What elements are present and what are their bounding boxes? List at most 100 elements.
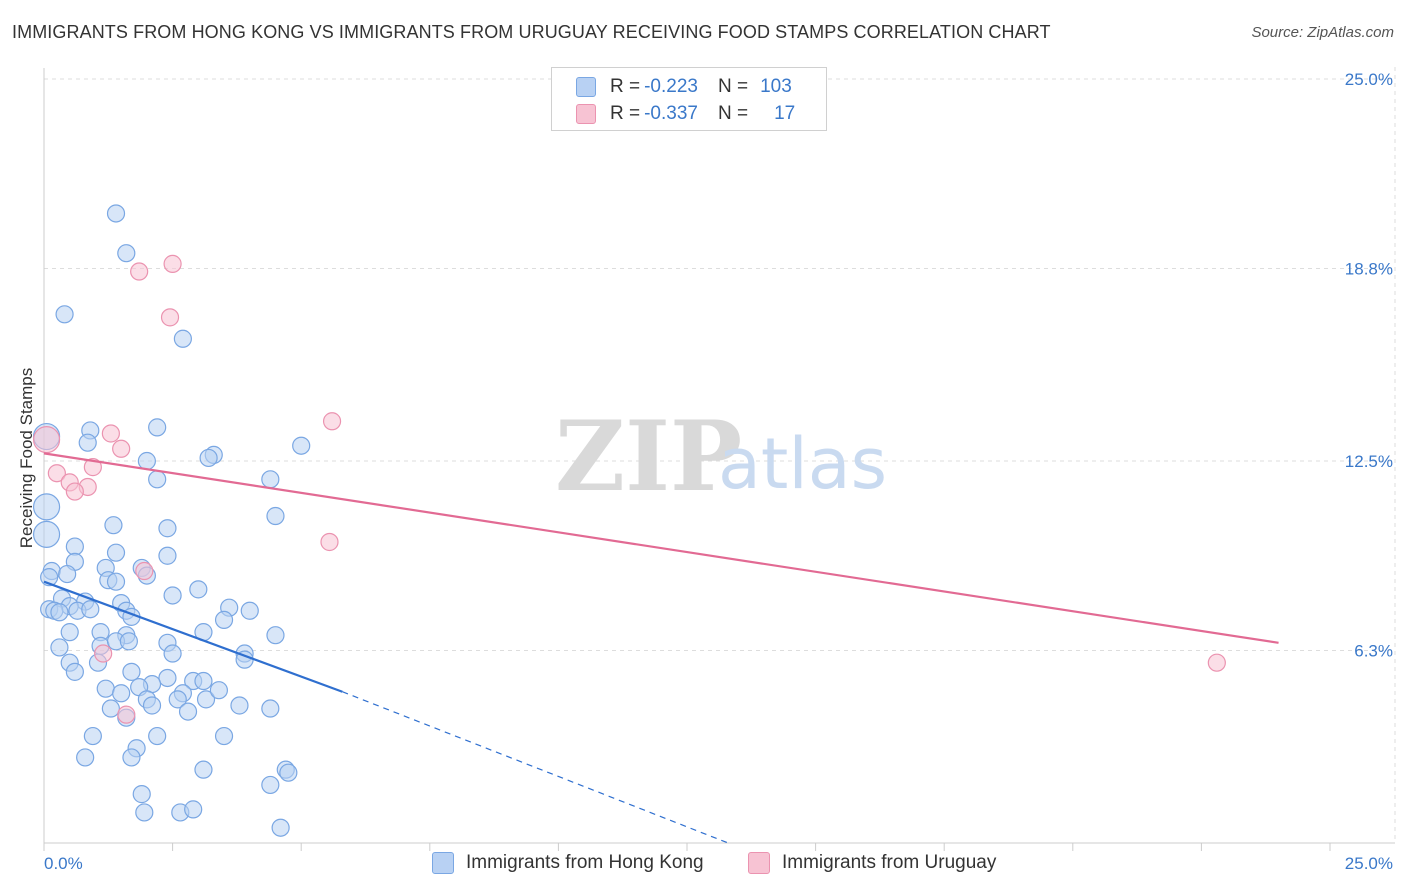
y-tick-label: 18.8% xyxy=(1345,259,1393,278)
trend-line-uruguay xyxy=(43,452,1279,644)
x-tick-label: 25.0% xyxy=(1345,854,1393,873)
point-hong-kong xyxy=(189,580,208,599)
series-legend: Immigrants from Hong Kong Immigrants fro… xyxy=(0,852,1406,878)
point-hong-kong xyxy=(279,763,298,782)
point-hong-kong xyxy=(96,679,115,698)
point-hong-kong xyxy=(117,244,136,263)
point-hong-kong xyxy=(266,506,285,526)
legend-r-value: -0.337 xyxy=(644,103,698,124)
point-uruguay xyxy=(322,412,342,431)
trend-line-hong-kong-extrapolated xyxy=(342,691,729,844)
point-hong-kong xyxy=(158,546,177,565)
point-hong-kong xyxy=(78,433,97,452)
watermark-zip: ZIP xyxy=(555,400,742,513)
point-hong-kong xyxy=(271,818,290,837)
point-hong-kong xyxy=(76,748,95,767)
point-hong-kong xyxy=(137,451,156,471)
point-uruguay xyxy=(117,705,136,724)
point-hong-kong xyxy=(112,684,131,703)
legend-label: Immigrants from Uruguay xyxy=(782,852,997,873)
point-hong-kong xyxy=(148,470,167,489)
source-label: Source: ZipAtlas.com xyxy=(1251,24,1394,41)
legend-n-value: 103 xyxy=(760,76,792,97)
legend-n-label: N = xyxy=(717,76,749,97)
point-hong-kong xyxy=(106,204,126,223)
point-uruguay xyxy=(160,308,180,327)
point-hong-kong xyxy=(106,572,126,591)
legend-label: Immigrants from Hong Kong xyxy=(466,852,704,873)
point-uruguay xyxy=(83,458,102,477)
point-hong-kong xyxy=(148,418,167,437)
point-uruguay xyxy=(94,644,113,663)
point-uruguay xyxy=(32,426,61,454)
point-hong-kong xyxy=(184,800,203,819)
watermark-atlas: atlas xyxy=(718,423,887,505)
point-hong-kong xyxy=(65,537,84,556)
trend-line-hong-kong xyxy=(43,580,343,693)
point-uruguay xyxy=(130,262,149,281)
point-hong-kong xyxy=(142,696,162,715)
legend-swatch-pink xyxy=(576,104,596,124)
point-hong-kong xyxy=(50,603,69,622)
legend-r-label: R = xyxy=(610,76,641,97)
tick-labels: 6.3% 12.5% 18.8% 25.0% 0.0% 25.0% xyxy=(44,70,1393,873)
point-hong-kong xyxy=(199,448,218,468)
y-axis-label: Receiving Food Stamps xyxy=(17,368,36,548)
point-hong-kong xyxy=(132,785,151,804)
point-hong-kong xyxy=(163,586,182,605)
point-hong-kong xyxy=(81,600,100,619)
point-hong-kong xyxy=(106,543,126,562)
x-tick-label: 0.0% xyxy=(44,854,83,873)
legend-swatch-blue xyxy=(432,852,454,874)
point-hong-kong xyxy=(148,726,167,746)
point-uruguay xyxy=(112,439,131,458)
point-hong-kong xyxy=(230,696,249,715)
point-hong-kong xyxy=(122,662,141,681)
point-hong-kong xyxy=(122,748,141,767)
point-hong-kong xyxy=(240,601,259,620)
y-tick-label: 12.5% xyxy=(1345,452,1393,471)
point-hong-kong xyxy=(266,626,285,645)
point-hong-kong xyxy=(101,699,120,718)
point-hong-kong xyxy=(214,610,234,630)
point-hong-kong xyxy=(158,519,177,538)
point-hong-kong xyxy=(163,644,182,663)
trend-lines xyxy=(43,452,1279,844)
point-hong-kong xyxy=(119,632,138,651)
chart-title: IMMIGRANTS FROM HONG KONG VS IMMIGRANTS … xyxy=(12,22,1051,42)
series-uruguay-points xyxy=(32,254,1226,724)
point-hong-kong xyxy=(60,623,79,642)
point-hong-kong xyxy=(209,681,228,700)
point-uruguay xyxy=(65,482,84,501)
legend-n-label: N = xyxy=(717,103,749,124)
point-uruguay xyxy=(47,464,66,483)
point-uruguay xyxy=(163,254,182,273)
legend-item-uruguay[interactable]: Immigrants from Uruguay xyxy=(748,852,996,874)
point-hong-kong xyxy=(58,564,77,584)
point-hong-kong xyxy=(292,436,311,455)
watermark: ZIP atlas xyxy=(555,400,887,513)
legend-swatch-blue xyxy=(576,77,596,97)
point-uruguay xyxy=(320,532,339,552)
point-hong-kong xyxy=(83,726,102,746)
point-hong-kong xyxy=(261,470,280,489)
y-tick-label: 25.0% xyxy=(1345,70,1393,89)
legend-n-value: 17 xyxy=(774,103,796,124)
point-hong-kong xyxy=(55,305,74,324)
legend-row-hong-kong: R = -0.223 N = 103 xyxy=(576,75,792,99)
point-hong-kong xyxy=(104,516,123,535)
legend-row-uruguay: R = -0.337 N = 17 xyxy=(576,102,795,126)
point-hong-kong xyxy=(32,520,61,548)
point-uruguay xyxy=(101,424,120,443)
point-hong-kong xyxy=(50,638,69,657)
point-hong-kong xyxy=(32,493,61,521)
point-uruguay xyxy=(1207,653,1226,672)
point-hong-kong xyxy=(214,726,234,746)
point-hong-kong xyxy=(261,699,280,718)
legend-swatch-pink xyxy=(748,852,770,874)
legend-item-hong-kong[interactable]: Immigrants from Hong Kong xyxy=(432,852,704,874)
y-tick-label: 6.3% xyxy=(1354,641,1393,660)
legend-r-value: -0.223 xyxy=(644,76,698,97)
point-hong-kong xyxy=(194,760,213,779)
